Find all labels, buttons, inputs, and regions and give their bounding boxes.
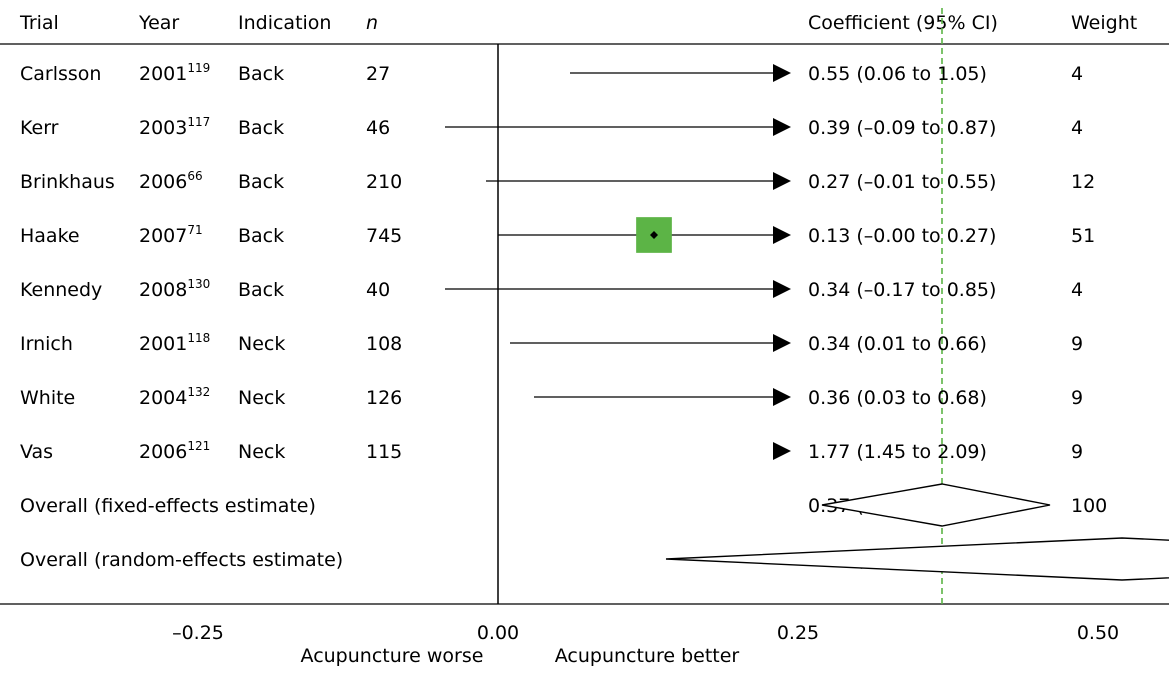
trial-coefficient: 0.55 (0.06 to 1.05) — [808, 63, 987, 85]
trial-coefficient: 0.34 (0.01 to 0.66) — [808, 333, 987, 355]
summary-diamond — [665, 537, 1169, 581]
trial-weight: 4 — [1071, 279, 1083, 301]
header-coefficient: Coefficient (95% CI) — [808, 12, 998, 34]
summary-row: Overall (fixed-effects estimate)0.37 (0.… — [20, 483, 1107, 527]
trial-weight: 9 — [1071, 441, 1083, 463]
right-direction-label: Acupuncture better — [555, 645, 740, 667]
trial-coefficient: 0.34 (–0.17 to 0.85) — [808, 279, 996, 301]
summary-label: Overall (fixed-effects estimate) — [20, 495, 316, 517]
trial-name: Vas — [20, 441, 53, 463]
trial-year: 2003117 — [139, 115, 210, 139]
study-row: Kerr 2003117 Back 46 0.39 (–0.09 to 0.87) 4 — [20, 115, 1083, 139]
trial-name: Carlsson — [20, 63, 101, 85]
trial-coefficient: 0.13 (–0.00 to 0.27) — [808, 225, 996, 247]
point-estimate — [650, 231, 658, 239]
trial-weight: 9 — [1071, 387, 1083, 409]
x-axis: –0.250.000.250.501.00 — [172, 622, 1119, 644]
ci-arrow — [773, 118, 791, 136]
summary-row: Overall (random-effects estimate)0.52 (0… — [20, 537, 1169, 581]
trial-indication: Neck — [238, 441, 285, 463]
x-tick-label: –0.25 — [172, 622, 224, 644]
trial-n: 108 — [366, 333, 402, 355]
trial-name: Irnich — [20, 333, 73, 355]
trial-name: Kennedy — [20, 279, 102, 301]
trial-name: White — [20, 387, 75, 409]
study-row: Irnich 2001118 Neck 108 0.34 (0.01 to 0.66) 9 — [20, 331, 1083, 355]
trial-year: 2006121 — [139, 439, 210, 463]
study-row: Kennedy 2008130 Back 40 0.34 (–0.17 to 0.85)… — [20, 277, 1083, 301]
study-row: Vas 2006121 Neck 115 1.77 (1.45 to 2.09) 9 — [20, 439, 1083, 463]
study-row: Carlsson 2001119 Back 27 0.55 (0.06 to 1.05)… — [20, 61, 1083, 85]
header-year: Year — [138, 12, 179, 34]
trial-coefficient: 0.27 (–0.01 to 0.55) — [808, 171, 996, 193]
study-row: Haake 200771 Back 745 0.13 (–0.00 to 0.27) 51 — [20, 217, 1095, 253]
trial-n: 210 — [366, 171, 402, 193]
trial-year: 200771 — [139, 223, 203, 247]
trial-coefficient: 0.39 (–0.09 to 0.87) — [808, 117, 996, 139]
trial-year: 2008130 — [139, 277, 210, 301]
ci-arrow — [773, 388, 791, 406]
summary-label: Overall (random-effects estimate) — [20, 549, 343, 571]
trial-coefficient: 1.77 (1.45 to 2.09) — [808, 441, 987, 463]
trial-indication: Back — [238, 225, 284, 247]
ci-arrow — [773, 64, 791, 82]
trial-weight: 12 — [1071, 171, 1095, 193]
summary-diamond — [821, 483, 1051, 527]
summary-weight: 100 — [1071, 495, 1107, 517]
header-indication: Indication — [238, 12, 331, 34]
trial-name: Haake — [20, 225, 80, 247]
header-trial: Trial — [19, 12, 59, 34]
study-row: White 2004132 Neck 126 0.36 (0.03 to 0.68) 9 — [20, 385, 1083, 409]
ci-arrow — [773, 226, 791, 244]
trial-indication: Back — [238, 279, 284, 301]
trial-indication: Back — [238, 117, 284, 139]
trial-year: 200666 — [139, 169, 203, 193]
trial-year: 2004132 — [139, 385, 210, 409]
ci-arrow — [773, 334, 791, 352]
ci-arrow — [773, 280, 791, 298]
trial-year: 2001119 — [139, 61, 210, 85]
header-n: n — [366, 12, 378, 34]
trial-indication: Neck — [238, 387, 285, 409]
ci-arrow — [773, 442, 791, 460]
x-tick-label: 0.25 — [777, 622, 819, 644]
trial-n: 40 — [366, 279, 390, 301]
trial-name: Brinkhaus — [20, 171, 115, 193]
ci-arrow — [773, 172, 791, 190]
trial-weight: 9 — [1071, 333, 1083, 355]
trial-coefficient: 0.36 (0.03 to 0.68) — [808, 387, 987, 409]
trial-name: Kerr — [20, 117, 59, 139]
trial-n: 745 — [366, 225, 402, 247]
trial-indication: Neck — [238, 333, 285, 355]
trial-weight: 4 — [1071, 63, 1083, 85]
trial-weight: 4 — [1071, 117, 1083, 139]
x-tick-label: 0.50 — [1077, 622, 1119, 644]
x-tick-label: 0.00 — [477, 622, 519, 644]
study-row: Brinkhaus 200666 Back 210 0.27 (–0.01 to 0.5… — [20, 169, 1095, 193]
summary-rows: Overall (fixed-effects estimate)0.37 (0.… — [20, 483, 1169, 581]
trial-weight: 51 — [1071, 225, 1095, 247]
study-rows: Carlsson 2001119 Back 27 0.55 (0.06 to 1.05)… — [20, 61, 1095, 463]
trial-indication: Back — [238, 171, 284, 193]
trial-year: 2001118 — [139, 331, 210, 355]
trial-indication: Back — [238, 63, 284, 85]
header-weight: Weight — [1071, 12, 1137, 34]
left-direction-label: Acupuncture worse — [301, 645, 484, 667]
trial-n: 126 — [366, 387, 402, 409]
trial-n: 46 — [366, 117, 390, 139]
trial-n: 27 — [366, 63, 390, 85]
trial-n: 115 — [366, 441, 402, 463]
